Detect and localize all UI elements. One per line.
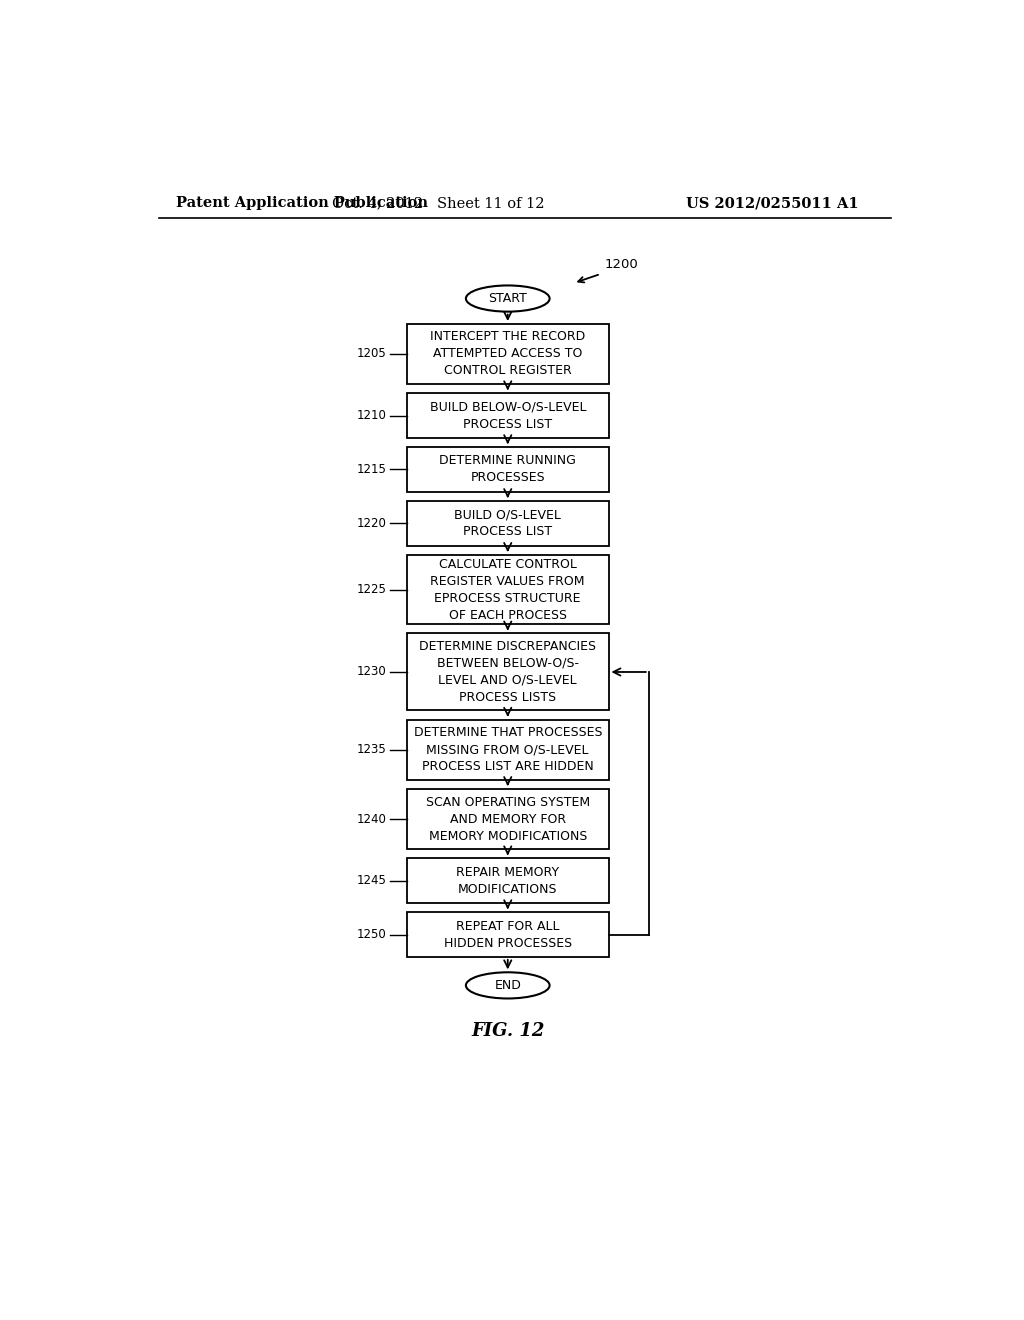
- Text: 1220: 1220: [357, 517, 387, 529]
- Text: REPEAT FOR ALL
HIDDEN PROCESSES: REPEAT FOR ALL HIDDEN PROCESSES: [443, 920, 571, 949]
- Text: 1235: 1235: [357, 743, 387, 756]
- Text: CALCULATE CONTROL
REGISTER VALUES FROM
EPROCESS STRUCTURE
OF EACH PROCESS: CALCULATE CONTROL REGISTER VALUES FROM E…: [430, 557, 585, 622]
- Text: Oct. 4, 2012   Sheet 11 of 12: Oct. 4, 2012 Sheet 11 of 12: [332, 197, 544, 210]
- Text: BUILD BELOW-O/S-LEVEL
PROCESS LIST: BUILD BELOW-O/S-LEVEL PROCESS LIST: [429, 400, 586, 430]
- Text: FIG. 12: FIG. 12: [471, 1022, 545, 1040]
- Text: INTERCEPT THE RECORD
ATTEMPTED ACCESS TO
CONTROL REGISTER: INTERCEPT THE RECORD ATTEMPTED ACCESS TO…: [430, 330, 586, 378]
- Text: SCAN OPERATING SYSTEM
AND MEMORY FOR
MEMORY MODIFICATIONS: SCAN OPERATING SYSTEM AND MEMORY FOR MEM…: [426, 796, 590, 842]
- Text: 1210: 1210: [357, 409, 387, 422]
- Text: 1240: 1240: [357, 813, 387, 825]
- Text: 1230: 1230: [357, 665, 387, 678]
- Text: 1200: 1200: [604, 259, 638, 271]
- Text: 1250: 1250: [357, 928, 387, 941]
- Text: DETERMINE DISCREPANCIES
BETWEEN BELOW-O/S-
LEVEL AND O/S-LEVEL
PROCESS LISTS: DETERMINE DISCREPANCIES BETWEEN BELOW-O/…: [419, 640, 596, 704]
- Text: 1215: 1215: [357, 463, 387, 477]
- Text: 1205: 1205: [357, 347, 387, 360]
- Text: US 2012/0255011 A1: US 2012/0255011 A1: [686, 197, 859, 210]
- Text: BUILD O/S-LEVEL
PROCESS LIST: BUILD O/S-LEVEL PROCESS LIST: [455, 508, 561, 539]
- Text: START: START: [488, 292, 527, 305]
- Text: END: END: [495, 979, 521, 991]
- Text: DETERMINE THAT PROCESSES
MISSING FROM O/S-LEVEL
PROCESS LIST ARE HIDDEN: DETERMINE THAT PROCESSES MISSING FROM O/…: [414, 726, 602, 774]
- Text: REPAIR MEMORY
MODIFICATIONS: REPAIR MEMORY MODIFICATIONS: [456, 866, 559, 896]
- Text: DETERMINE RUNNING
PROCESSES: DETERMINE RUNNING PROCESSES: [439, 454, 577, 484]
- Text: 1225: 1225: [357, 583, 387, 597]
- Text: Patent Application Publication: Patent Application Publication: [176, 197, 428, 210]
- Text: 1245: 1245: [357, 874, 387, 887]
